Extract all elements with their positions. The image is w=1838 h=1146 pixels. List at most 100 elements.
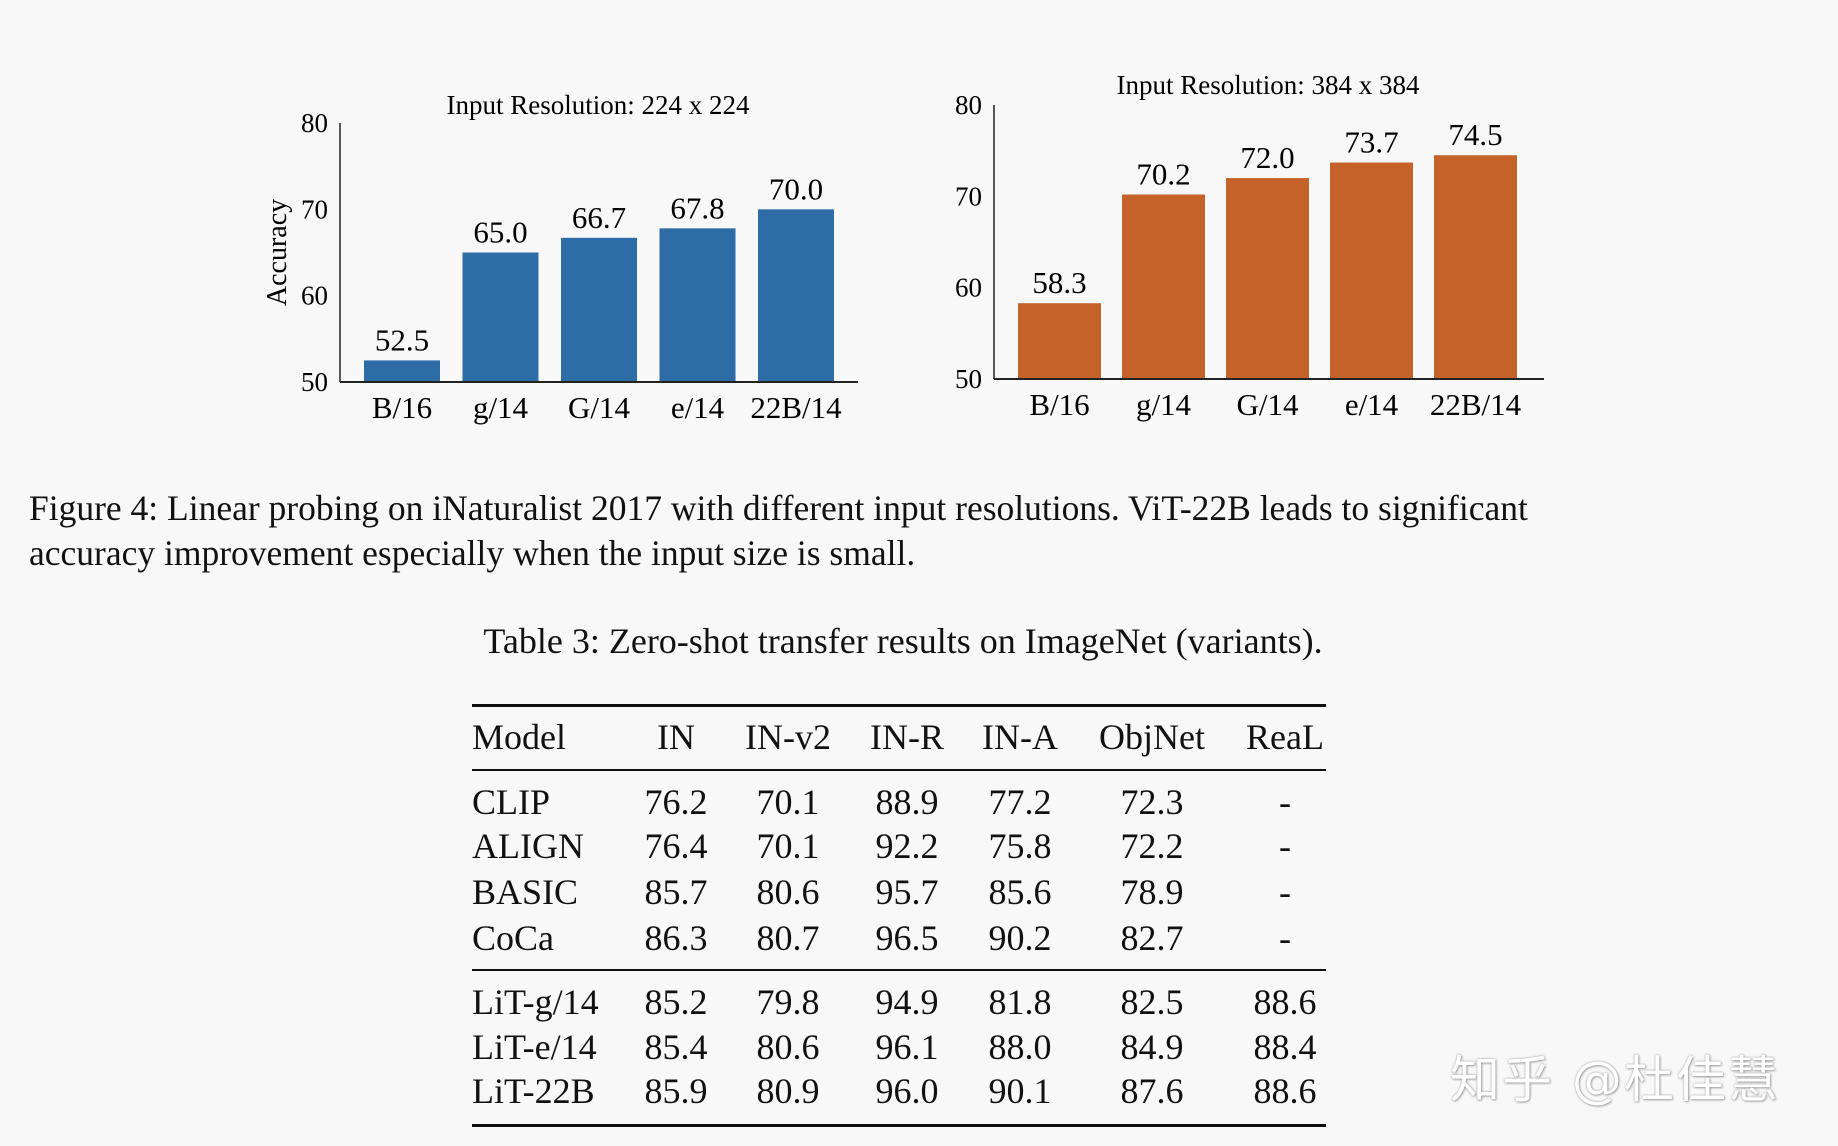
table-cell: 96.0 [875,1071,939,1111]
bar-g/14 [1122,194,1205,379]
y-tick-label: 50 [301,367,328,397]
data-label: 70.0 [769,171,823,206]
bar-B/16 [364,360,440,382]
y-tick-label: 80 [301,108,328,138]
data-label: 66.7 [572,200,626,235]
table-cell: 81.8 [988,982,1052,1022]
x-tick-label: 22B/14 [1430,387,1522,422]
table-cell: 87.6 [1120,1071,1184,1111]
x-tick-label: G/14 [1237,387,1300,422]
bar-B/16 [1018,303,1101,379]
column-header: IN-R [870,717,944,757]
y-tick-label: 70 [301,194,328,224]
table-rule [472,769,1326,771]
column-header: Model [472,717,566,757]
data-label: 73.7 [1344,125,1398,160]
table-cell: 94.9 [875,982,939,1022]
x-tick-label: 22B/14 [750,390,842,425]
x-tick-label: B/16 [372,390,432,425]
bar-G/14 [1226,178,1309,379]
data-label: 58.3 [1032,265,1086,300]
table-cell: - [1279,826,1291,866]
table-cell: 82.7 [1120,918,1184,958]
table-cell: - [1279,918,1291,958]
row-model-name: LiT-g/14 [472,982,599,1022]
x-tick-label: e/14 [1345,387,1399,422]
table-rule [472,969,1326,971]
bar-22B/14 [1434,155,1517,379]
row-model-name: CLIP [472,782,551,822]
table-cell: 76.2 [644,782,708,822]
table-cell: 75.8 [988,826,1052,866]
caption-line-1: Figure 4: Linear probing on iNaturalist … [29,488,1528,528]
table-cell: 92.2 [875,826,939,866]
chart-title: Input Resolution: 384 x 384 [1117,70,1420,100]
table-cell: 85.4 [644,1027,708,1067]
table-cell: 70.1 [756,826,820,866]
row-model-name: LiT-22B [472,1071,595,1111]
table-cell: 84.9 [1120,1027,1184,1067]
table-cell: 96.1 [875,1027,939,1067]
x-tick-label: g/14 [1136,387,1192,422]
row-model-name: CoCa [472,918,555,958]
table-cell: 90.1 [988,1071,1052,1111]
column-header: IN-A [982,717,1058,757]
table-cell: 85.9 [644,1071,708,1111]
bar-g/14 [462,252,539,382]
data-label: 74.5 [1448,117,1502,152]
row-model-name: LiT-e/14 [472,1027,597,1067]
table-cell: 80.6 [756,1027,820,1067]
bar-22B/14 [758,209,834,382]
table-cell: 88.9 [875,782,939,822]
x-tick-label: G/14 [568,390,631,425]
table-cell: 72.2 [1120,826,1184,866]
data-label: 70.2 [1136,157,1190,192]
table-cell: 72.3 [1120,782,1184,822]
table-cell: 76.4 [644,826,708,866]
x-tick-label: g/14 [473,390,529,425]
y-tick-label: 80 [955,90,982,120]
row-model-name: BASIC [472,872,579,912]
y-tick-label: 60 [955,273,982,303]
table-cell: 80.9 [756,1071,820,1111]
table-cell: 96.5 [875,918,939,958]
table-cell: 88.0 [988,1027,1052,1067]
table-cell: - [1279,872,1291,912]
table-cell: 85.6 [988,872,1052,912]
data-label: 67.8 [670,190,724,225]
table-cell: 88.6 [1253,982,1317,1022]
column-header: IN-v2 [745,717,831,757]
column-header: ReaL [1246,717,1324,757]
table-cell: 85.7 [644,872,708,912]
y-tick-label: 60 [301,281,328,311]
row-model-name: ALIGN [472,826,584,866]
table-cell: 88.6 [1253,1071,1317,1111]
data-label: 65.0 [473,215,527,250]
table-rule [472,1124,1326,1127]
table-cell: 80.6 [756,872,820,912]
figure-caption: Figure 4: Linear probing on iNaturalist … [29,486,1819,576]
caption-line-2: accuracy improvement especially when the… [29,533,916,573]
column-header: ObjNet [1099,717,1205,757]
table-cell: 85.2 [644,982,708,1022]
table-cell: 82.5 [1120,982,1184,1022]
watermark: 知乎 @杜佳慧 [1450,1051,1780,1109]
bar-e/14 [1330,162,1413,379]
figure-4-charts: Input Resolution: 224 x 224 Accuracy 50 60 7… [262,70,1544,425]
table-cell: 80.7 [756,918,820,958]
table-cell: 79.8 [756,982,820,1022]
table-title: Table 3: Zero-shot transfer results on I… [483,621,1323,661]
data-label: 72.0 [1240,140,1294,175]
data-label: 52.5 [375,322,429,357]
x-tick-label: e/14 [671,390,725,425]
table-cell: 70.1 [756,782,820,822]
x-tick-label: B/16 [1029,387,1089,422]
table-rule [472,704,1326,707]
table-cell: - [1279,782,1291,822]
table-cell: 95.7 [875,872,939,912]
table-cell: 78.9 [1120,872,1184,912]
bar-e/14 [659,228,736,382]
y-axis-label: Accuracy [262,199,293,306]
table-cell: 90.2 [988,918,1052,958]
column-header: IN [657,717,695,757]
